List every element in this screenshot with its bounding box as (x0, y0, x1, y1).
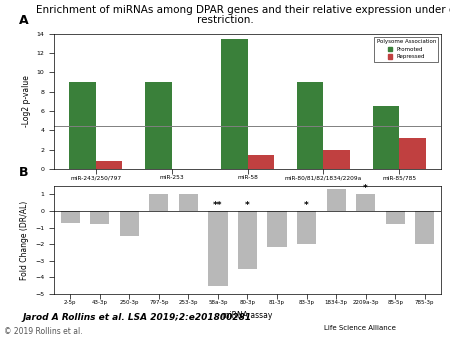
Bar (61, 211, 80, 222)
Text: Jarod A Rollins et al. LSA 2019;2:e201800281: Jarod A Rollins et al. LSA 2019;2:e20180… (22, 313, 252, 322)
Bar (327, 189, 346, 211)
Bar (356, 194, 375, 211)
Bar (373, 106, 399, 169)
Text: Enrichment of miRNAs among DPAR genes and their relative expression under dietar: Enrichment of miRNAs among DPAR genes an… (36, 5, 450, 15)
Legend: Promoted, Repressed: Promoted, Repressed (374, 37, 438, 62)
Text: *: * (304, 200, 309, 210)
X-axis label: miRNA: miRNA (234, 186, 261, 195)
Bar (267, 211, 287, 247)
Text: © 2019 Rollins et al.: © 2019 Rollins et al. (4, 327, 83, 336)
Y-axis label: Fold Change (DR/AL): Fold Change (DR/AL) (20, 200, 29, 280)
X-axis label: miRNA assay: miRNA assay (222, 311, 273, 320)
Bar (297, 82, 324, 169)
Bar (221, 39, 248, 169)
Text: **: ** (213, 200, 223, 210)
Bar (386, 211, 405, 224)
Text: *: * (245, 200, 250, 210)
Bar (145, 82, 171, 169)
Bar (324, 150, 350, 169)
Text: A: A (19, 14, 29, 27)
Bar (96, 161, 122, 169)
Text: B: B (19, 166, 29, 179)
Bar (238, 211, 257, 269)
Text: restriction.: restriction. (197, 15, 253, 25)
Bar (90, 211, 109, 224)
Bar (179, 194, 198, 211)
Bar (120, 211, 139, 236)
Bar (399, 138, 426, 169)
Bar (208, 211, 228, 286)
Text: Life Science Alliance: Life Science Alliance (324, 325, 396, 331)
Text: *: * (363, 184, 368, 193)
Y-axis label: -Log2 p-value: -Log2 p-value (22, 75, 31, 127)
Bar (415, 211, 434, 244)
Bar (248, 154, 274, 169)
Bar (149, 194, 168, 211)
Bar (69, 82, 96, 169)
Bar (297, 211, 316, 244)
